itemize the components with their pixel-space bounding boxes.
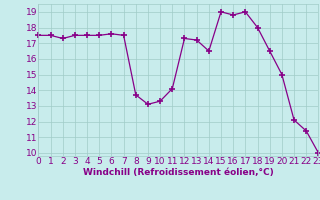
X-axis label: Windchill (Refroidissement éolien,°C): Windchill (Refroidissement éolien,°C) [83, 168, 274, 177]
